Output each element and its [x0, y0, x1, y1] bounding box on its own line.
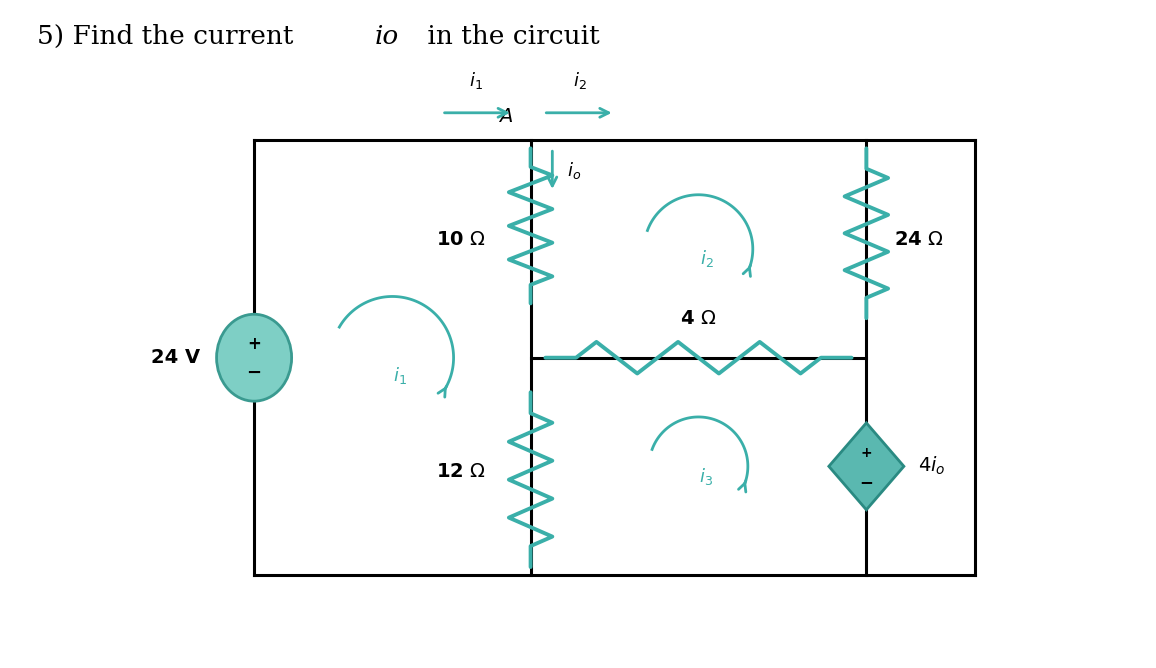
Text: $i_3$: $i_3$: [699, 466, 713, 487]
Text: 12 $\Omega$: 12 $\Omega$: [436, 462, 487, 481]
Ellipse shape: [216, 314, 291, 401]
Text: in the circuit: in the circuit: [418, 24, 600, 49]
Text: $4i_o$: $4i_o$: [918, 455, 946, 478]
Text: io: io: [375, 24, 399, 49]
Text: $A$: $A$: [498, 108, 513, 126]
Text: $i_o$: $i_o$: [568, 160, 581, 180]
Text: 24 $\Omega$: 24 $\Omega$: [894, 230, 944, 248]
Text: −: −: [859, 473, 873, 491]
Text: +: +: [860, 446, 872, 460]
Text: 24 V: 24 V: [150, 348, 200, 367]
Text: +: +: [247, 335, 261, 353]
Text: $i_1$: $i_1$: [393, 365, 407, 386]
Text: 4 $\Omega$: 4 $\Omega$: [680, 309, 717, 328]
Text: −: −: [246, 363, 261, 381]
Text: 5) Find the current: 5) Find the current: [37, 24, 302, 49]
Text: $i_2$: $i_2$: [699, 248, 713, 269]
Text: $i_2$: $i_2$: [573, 70, 587, 91]
Text: $i_1$: $i_1$: [469, 70, 483, 91]
Polygon shape: [829, 423, 904, 510]
Text: 10 $\Omega$: 10 $\Omega$: [436, 230, 487, 248]
